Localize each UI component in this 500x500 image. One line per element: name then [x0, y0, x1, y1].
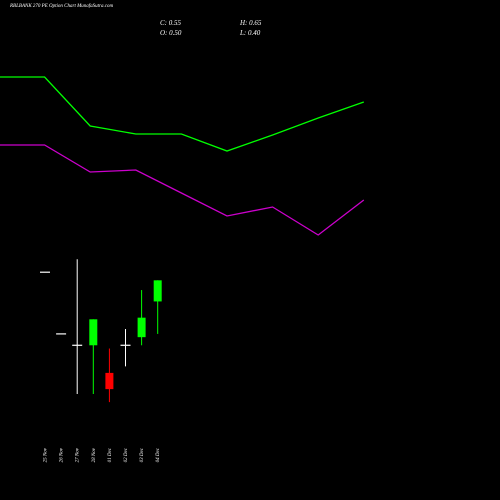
- high-value: H: 0.65: [240, 19, 262, 27]
- x-tick-label: 04 Dec: [156, 447, 161, 462]
- x-tick-label: 03 Dec: [140, 447, 145, 462]
- candle-body: [137, 317, 146, 338]
- candle-body: [105, 372, 114, 390]
- x-tick-label: 28 Nov: [92, 447, 97, 462]
- x-tick-label: 02 Dec: [124, 447, 129, 462]
- chart-title: RBLBANK 270 PE Option Chart MunafaSutra.…: [10, 4, 114, 9]
- indicator-line-1: [0, 76, 365, 152]
- x-tick-label: 01 Dec: [108, 447, 113, 462]
- open-value: O: 0.50: [160, 29, 182, 37]
- x-tick-label: 26 Nov: [60, 447, 65, 462]
- x-tick-label: 25 Nov: [44, 447, 49, 462]
- candle-body: [89, 319, 98, 346]
- indicator-line-2: [0, 144, 365, 236]
- close-value: C: 0.55: [160, 19, 181, 27]
- low-value: L: 0.40: [240, 29, 261, 37]
- x-tick-label: 27 Nov: [76, 447, 81, 462]
- candle-body: [153, 280, 162, 302]
